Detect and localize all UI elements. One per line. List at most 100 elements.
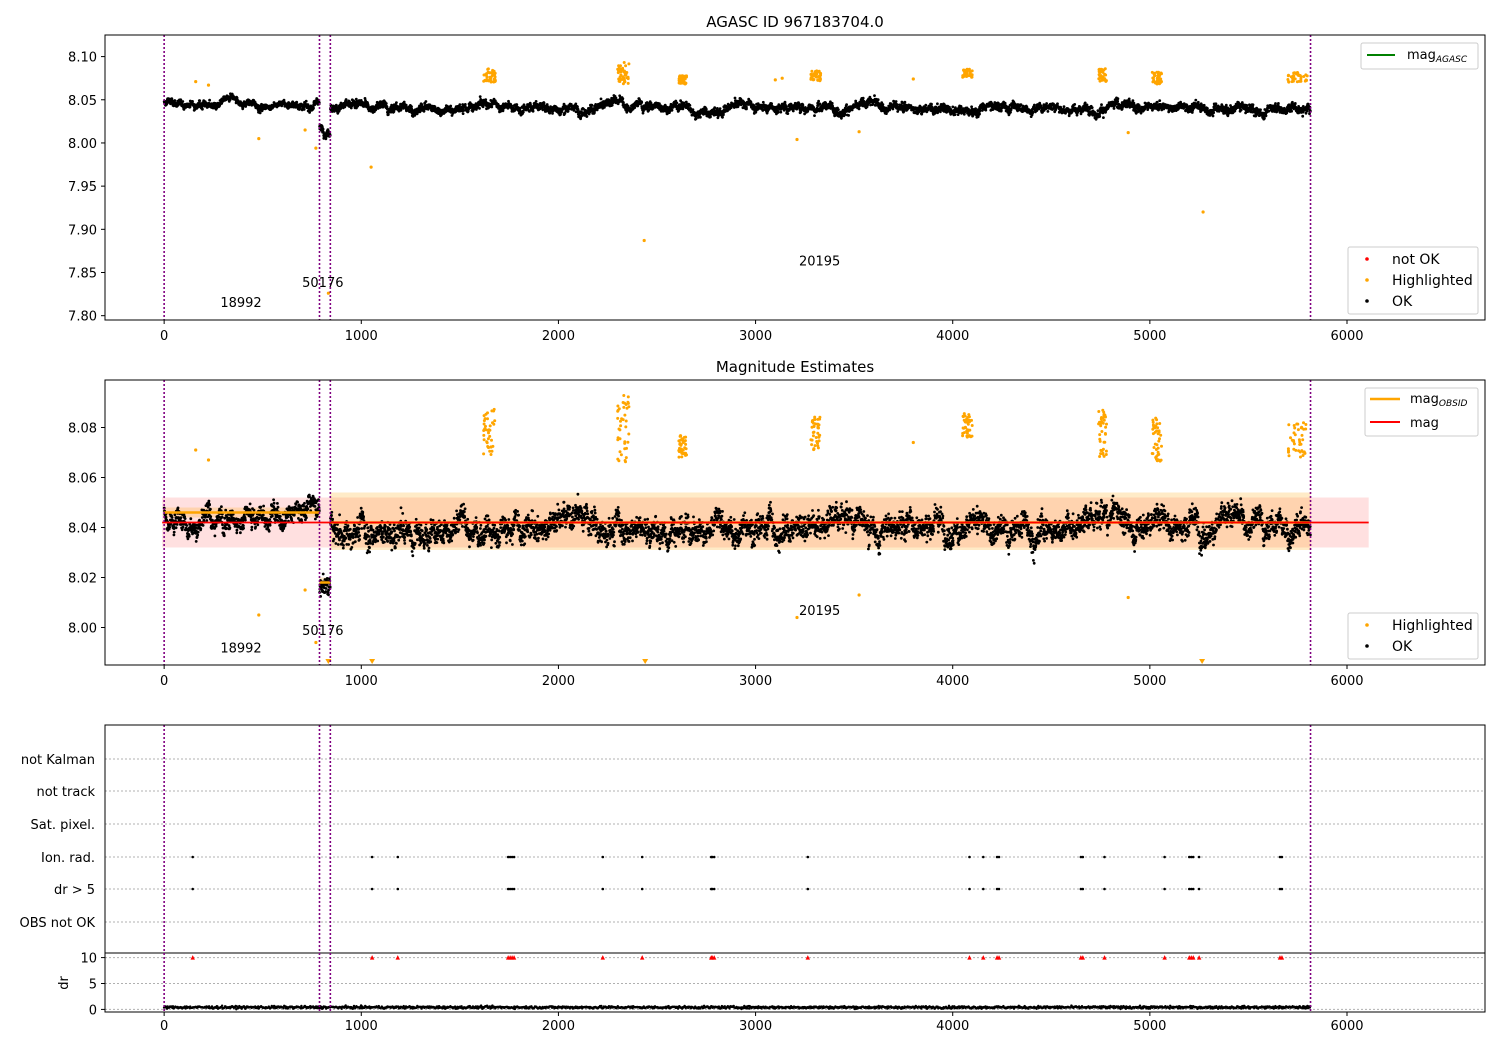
- ok-point: [1155, 100, 1159, 104]
- ok-point: [691, 108, 695, 111]
- ok-point: [894, 100, 898, 103]
- ok-point: [208, 98, 212, 102]
- ok-point: [951, 105, 955, 109]
- ok-point: [324, 137, 328, 141]
- ok-point: [395, 101, 398, 104]
- ok-point: [306, 103, 310, 106]
- ok-point: [354, 97, 358, 101]
- ok-point: [235, 96, 239, 100]
- ok-point: [930, 102, 933, 106]
- ok-point: [542, 101, 546, 105]
- ok-point: [576, 108, 580, 111]
- ok-point: [633, 106, 637, 109]
- ok-point: [410, 105, 413, 109]
- ok-point: [640, 100, 644, 104]
- ok-point: [888, 108, 892, 112]
- ok-point: [1131, 99, 1135, 103]
- ok-point: [559, 113, 562, 116]
- ok-point: [173, 99, 177, 102]
- ok-point: [843, 113, 847, 116]
- ok-point: [198, 99, 202, 103]
- ok-point: [1054, 108, 1058, 111]
- ok-point: [953, 113, 957, 116]
- ok-point: [404, 103, 408, 107]
- ok-point: [936, 102, 939, 106]
- ok-point: [179, 98, 183, 102]
- ok-point: [585, 115, 589, 118]
- ok-point: [384, 102, 388, 105]
- ok-point: [857, 107, 861, 111]
- ok-point: [776, 111, 780, 114]
- ok-point: [876, 98, 880, 102]
- ok-point: [1202, 103, 1206, 107]
- ok-point: [1116, 99, 1119, 103]
- ok-point: [220, 102, 224, 105]
- ok-point: [675, 101, 679, 105]
- ok-point: [399, 108, 403, 112]
- ok-point: [1046, 110, 1050, 113]
- ok-point: [478, 95, 482, 98]
- ok-point: [1100, 103, 1103, 107]
- ok-point: [1098, 115, 1102, 118]
- ok-point: [321, 127, 325, 131]
- ok-point: [622, 101, 625, 105]
- ok-point: [801, 103, 805, 107]
- ok-point: [349, 106, 353, 110]
- ok-point: [1009, 108, 1013, 112]
- ok-point: [1112, 107, 1116, 110]
- ok-point: [817, 99, 820, 103]
- ok-point: [188, 105, 192, 109]
- ok-point: [866, 103, 870, 107]
- ok-point: [999, 108, 1003, 112]
- ok-point: [1137, 104, 1141, 108]
- ok-point: [1062, 105, 1066, 108]
- ok-point: [1214, 102, 1218, 106]
- ok-point: [830, 101, 834, 105]
- ok-point: [541, 108, 545, 112]
- ok-point: [812, 106, 816, 109]
- ok-point: [548, 111, 552, 115]
- ok-point: [534, 100, 538, 103]
- ok-point: [567, 107, 571, 111]
- ok-point: [1033, 103, 1036, 107]
- ok-point: [1116, 97, 1120, 101]
- ok-point: [873, 94, 876, 97]
- ok-point: [1251, 103, 1255, 107]
- ok-point: [521, 110, 525, 114]
- ok-point: [1085, 103, 1089, 107]
- ok-point: [718, 107, 722, 110]
- ok-point: [1079, 112, 1083, 116]
- ok-point: [295, 100, 299, 104]
- ok-point: [191, 100, 194, 103]
- ok-point: [847, 114, 850, 117]
- ok-point: [1226, 114, 1230, 118]
- ok-point: [699, 115, 702, 119]
- ok-point: [984, 108, 988, 112]
- ok-point: [420, 103, 424, 106]
- ok-point: [531, 109, 535, 113]
- ok-point: [566, 109, 570, 113]
- ok-point: [791, 109, 795, 113]
- ok-point: [761, 100, 765, 104]
- ok-point: [709, 115, 712, 119]
- ok-point: [1073, 103, 1077, 106]
- ok-point: [610, 103, 614, 107]
- ok-point: [881, 103, 885, 106]
- ok-point: [478, 107, 481, 110]
- ok-point: [1212, 111, 1215, 115]
- ok-point: [1211, 114, 1215, 118]
- ok-point: [1102, 116, 1105, 119]
- ok-point: [903, 100, 907, 104]
- panel1-title: AGASC ID 967183704.0: [706, 13, 884, 31]
- ok-point: [1003, 101, 1007, 105]
- ok-point: [1031, 110, 1035, 114]
- ok-point: [1158, 99, 1162, 102]
- ok-point: [621, 97, 625, 100]
- ok-point: [449, 104, 453, 108]
- panel1-data: [162, 61, 1312, 295]
- ok-point: [786, 112, 790, 115]
- ok-point: [418, 110, 422, 114]
- ok-point: [837, 108, 840, 111]
- ok-point: [510, 104, 513, 108]
